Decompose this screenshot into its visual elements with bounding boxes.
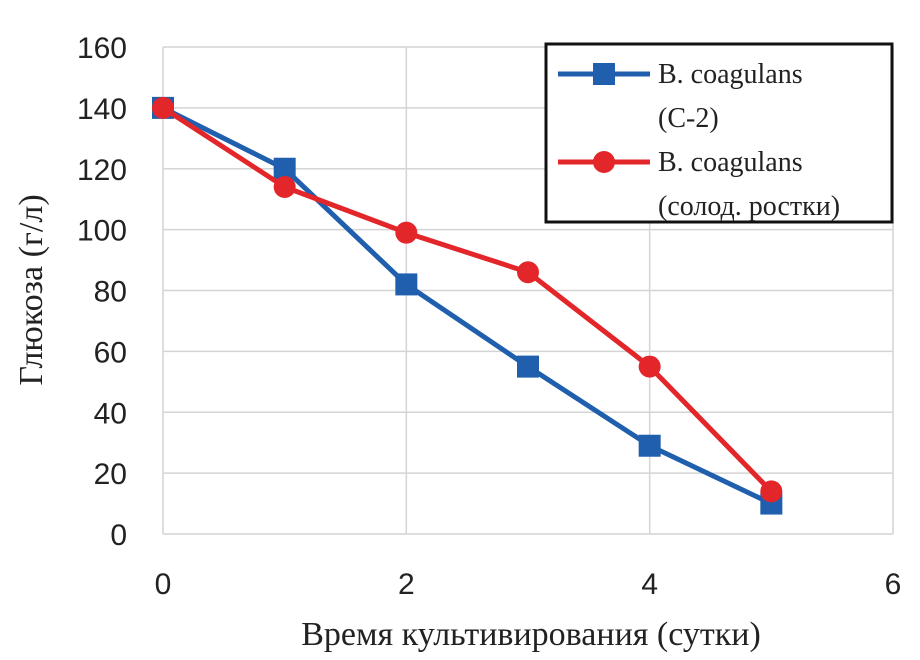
y-tick-label: 80 [94, 276, 127, 309]
data-point [273, 176, 296, 199]
x-axis-ticks: 0 2 4 6 [155, 568, 902, 601]
y-tick-label: 0 [110, 519, 127, 552]
legend: B. coagulans (С-2) B. coagulans (солод. рос… [544, 42, 894, 224]
legend-item-1: B. coagulans (С-2) [558, 59, 803, 134]
legend-box [544, 42, 894, 224]
series-line [160, 105, 774, 494]
x-axis-title: Время культивирования (сутки) [301, 616, 761, 653]
data-point [152, 96, 174, 119]
y-tick-label: 160 [77, 32, 127, 65]
y-tick-label: 100 [77, 215, 127, 248]
series-group [152, 96, 783, 515]
x-tick-label: 2 [398, 568, 415, 601]
legend-label: (солод. ростки) [658, 191, 840, 222]
data-point [760, 480, 783, 503]
data-point [517, 355, 539, 378]
data-point [517, 261, 539, 284]
x-tick-label: 0 [155, 568, 172, 601]
x-tick-label: 4 [641, 568, 658, 601]
legend-label: (С-2) [658, 103, 719, 134]
data-point [638, 355, 661, 378]
y-tick-label: 20 [94, 458, 127, 491]
data-point [395, 221, 418, 244]
y-tick-label: 120 [77, 154, 127, 187]
y-axis-ticks: 0 20 40 60 80 100 120 140 160 [77, 32, 127, 552]
legend-item-2: B. coagulans (солод. ростки) [558, 147, 840, 222]
x-tick-label: 6 [885, 568, 902, 601]
series-2 [152, 96, 783, 503]
y-tick-label: 60 [94, 336, 127, 369]
data-point [638, 434, 661, 457]
data-point [273, 157, 296, 180]
legend-label: B. coagulans [658, 147, 803, 178]
series-line [160, 105, 774, 507]
y-tick-label: 40 [94, 397, 127, 430]
legend-label: B. coagulans [658, 59, 803, 90]
data-point [395, 273, 418, 296]
y-tick-label: 140 [77, 93, 127, 126]
y-axis-title: Глюкоза (г/л) [13, 194, 50, 385]
legend-marker [593, 151, 615, 173]
legend-marker [593, 63, 615, 85]
